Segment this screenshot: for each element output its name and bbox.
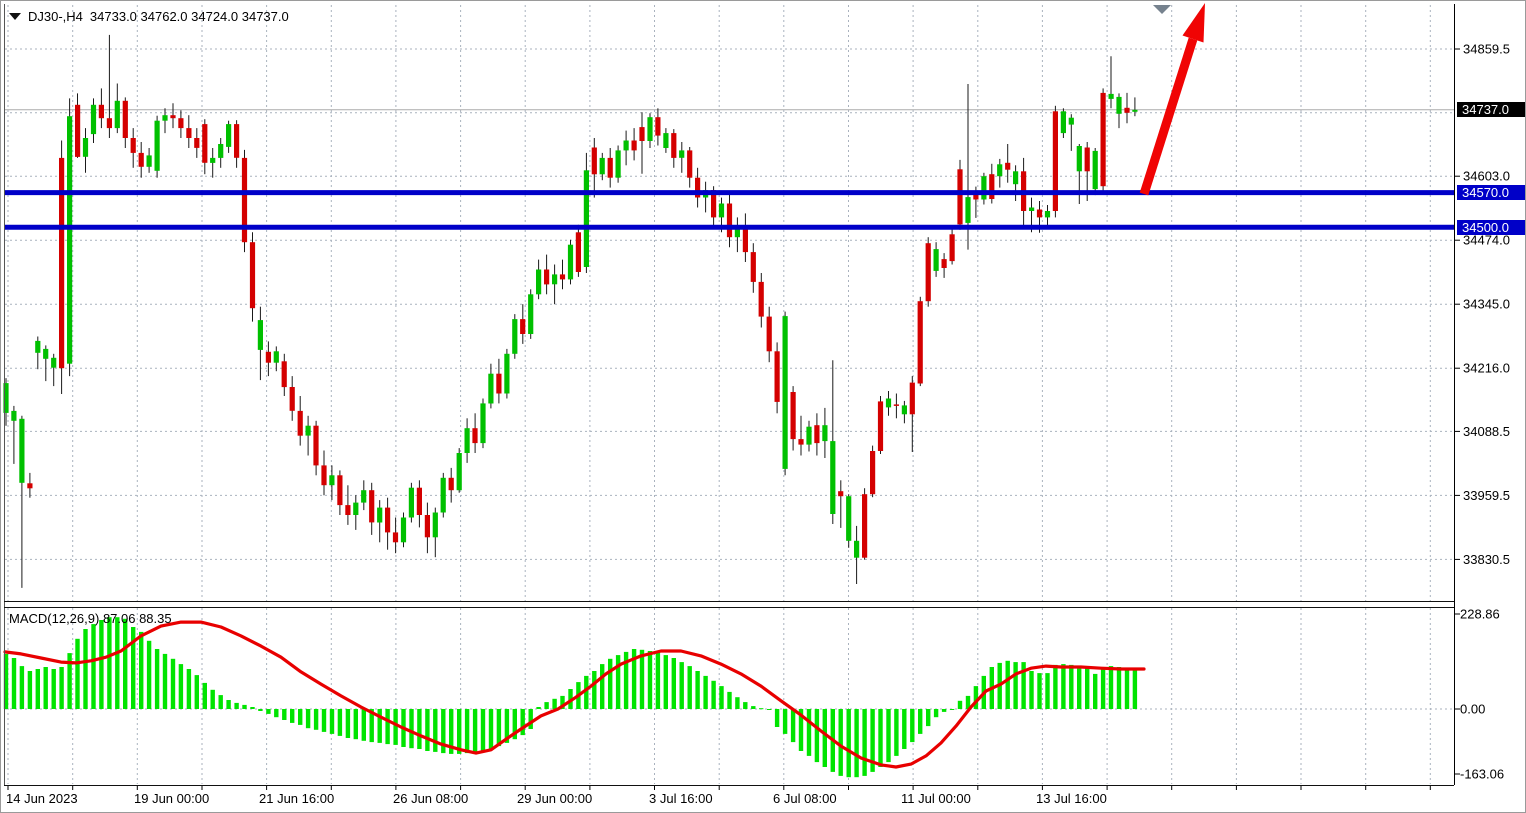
svg-text:34216.0: 34216.0 — [1463, 361, 1510, 376]
trend-arrow[interactable] — [1139, 3, 1205, 196]
svg-text:21 Jun 16:00: 21 Jun 16:00 — [259, 791, 334, 806]
svg-text:14 Jun 2023: 14 Jun 2023 — [6, 791, 78, 806]
pane-borders — [4, 4, 1455, 786]
macd-signal-line — [3, 620, 1146, 769]
svg-text:6 Jul 08:00: 6 Jul 08:00 — [773, 791, 837, 806]
chart-shift-marker-icon[interactable] — [1153, 5, 1171, 14]
svg-text:19 Jun 00:00: 19 Jun 00:00 — [134, 791, 209, 806]
chart-title: DJ30-,H4 34733.0 34762.0 34724.0 34737.0 — [9, 9, 289, 24]
macd-name: MACD(12,26,9) — [9, 611, 100, 626]
symbol-period-label: DJ30-,H4 — [28, 9, 83, 24]
time-axis[interactable]: 14 Jun 2023 19 Jun 00:00 21 Jun 16:00 26 Ju… — [6, 791, 1107, 806]
resistance-level-tag[interactable]: 34570.0 — [1457, 185, 1525, 200]
svg-text:228.86: 228.86 — [1460, 607, 1500, 622]
svg-text:33830.5: 33830.5 — [1463, 552, 1510, 567]
macd-indicator-label: MACD(12,26,9) 87.06 88.35 — [9, 611, 172, 626]
svg-text:34088.5: 34088.5 — [1463, 424, 1510, 439]
svg-text:0.00: 0.00 — [1460, 702, 1485, 717]
svg-text:34859.5: 34859.5 — [1463, 42, 1510, 57]
svg-text:33959.5: 33959.5 — [1463, 488, 1510, 503]
svg-text:34345.0: 34345.0 — [1463, 297, 1510, 312]
symbol-dropdown-icon[interactable] — [9, 13, 21, 20]
macd-current-values: 87.06 88.35 — [102, 611, 172, 626]
ohlc-values: 34733.0 34762.0 34724.0 34737.0 — [89, 9, 289, 24]
svg-text:29 Jun 00:00: 29 Jun 00:00 — [517, 791, 592, 806]
support-resistance-lines[interactable] — [5, 190, 1454, 230]
svg-text:11 Jul 00:00: 11 Jul 00:00 — [901, 791, 971, 806]
svg-text:26 Jun 08:00: 26 Jun 08:00 — [393, 791, 468, 806]
price-axis[interactable]: 34859.5 34603.0 34474.0 34345.0 34216.0 34088… — [1454, 42, 1510, 782]
macd-histogram — [3, 617, 1138, 778]
candlesticks — [3, 34, 1138, 588]
svg-text:-163.06: -163.06 — [1460, 767, 1504, 782]
support-level-tag[interactable]: 34500.0 — [1457, 220, 1525, 235]
vertical-gridlines — [7, 5, 1431, 790]
svg-text:13 Jul 16:00: 13 Jul 16:00 — [1036, 791, 1107, 806]
svg-text:34474.0: 34474.0 — [1463, 233, 1510, 248]
svg-text:3 Jul 16:00: 3 Jul 16:00 — [649, 791, 713, 806]
current-price-tag: 34737.0 — [1457, 102, 1525, 117]
svg-text:34603.0: 34603.0 — [1463, 169, 1510, 184]
